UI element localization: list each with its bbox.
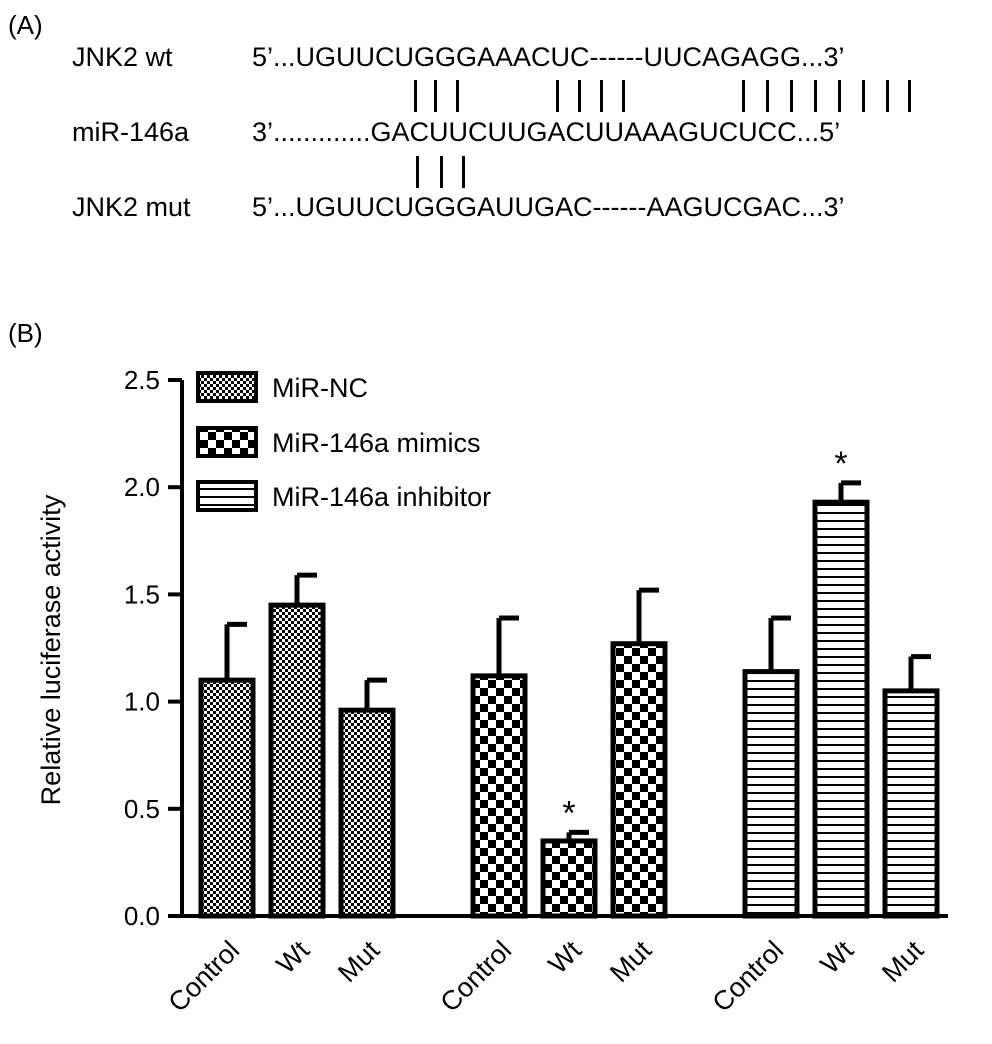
jnk2-mut-label: JNK2 mut (72, 192, 191, 222)
y-tick-label: 1.5 (124, 579, 160, 609)
bar-0-1 (268, 602, 326, 919)
bar-1-0 (470, 673, 528, 919)
bar-2-1 (812, 499, 870, 919)
bar-0-2 (338, 707, 396, 919)
significance-marker: * (562, 794, 575, 832)
panel-a-label: (A) (8, 10, 43, 40)
panel-b-label: (B) (8, 318, 43, 348)
x-tick-label: Wt (543, 935, 588, 980)
y-tick-label: 2.0 (124, 472, 160, 502)
jnk2-wt-sequence: 5’...UGUUCUGGGAAACUC------UUCAGAGG...3’ (252, 42, 845, 72)
legend-label-1: MiR-146a mimics (272, 428, 481, 458)
x-tick-label: Mut (604, 935, 657, 988)
legend-swatch-1 (196, 426, 258, 458)
legend-swatch-0 (196, 371, 258, 403)
x-tick-label: Control (162, 935, 245, 1018)
significance-marker: * (834, 445, 847, 483)
y-tick-label: 2.5 (124, 365, 160, 395)
mir-146a-sequence: 3’.............GACUUCUUGACUUAAAGUCUCC...… (252, 117, 841, 147)
mir-146a-label: miR-146a (72, 117, 190, 147)
jnk2-mut-sequence: 5’...UGUUCUGGGAUUGAC------AAGUCGAC...3’ (252, 192, 845, 222)
x-tick-label: Mut (876, 935, 929, 988)
bar-0-0 (198, 677, 256, 919)
legend-swatch-2 (196, 480, 258, 512)
x-tick-label: Control (434, 935, 517, 1018)
x-tick-label: Control (706, 935, 789, 1018)
x-tick-label: Wt (271, 935, 316, 980)
bar-2-0 (742, 669, 800, 919)
y-tick-label: 0.0 (124, 901, 160, 931)
y-tick-label: 0.5 (124, 794, 160, 824)
x-tick-label: Mut (332, 935, 385, 988)
bar-2-2 (882, 688, 940, 919)
legend-label-0: MiR-NC (272, 373, 368, 403)
x-tick-label: Wt (815, 935, 860, 980)
bar-1-1 (540, 838, 598, 919)
y-axis-label: Relative luciferase activity (36, 494, 66, 805)
bar-1-2 (610, 641, 668, 919)
jnk2-wt-label: JNK2 wt (72, 42, 173, 72)
legend-label-2: MiR-146a inhibitor (272, 482, 491, 512)
y-tick-label: 1.0 (124, 687, 160, 717)
